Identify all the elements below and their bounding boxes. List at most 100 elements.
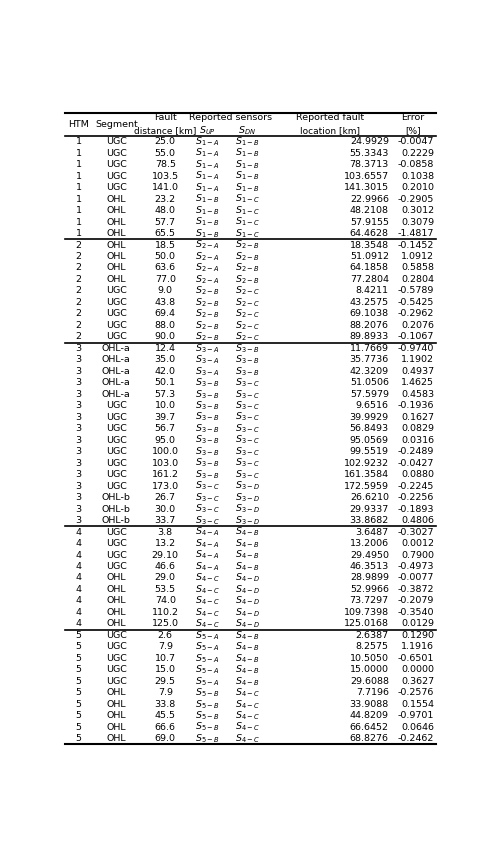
Text: 13.2: 13.2	[155, 539, 176, 548]
Text: 33.9088: 33.9088	[349, 700, 389, 709]
Text: $S_{2-A}$: $S_{2-A}$	[195, 251, 220, 262]
Text: $S_{2-B}$: $S_{2-B}$	[235, 251, 260, 262]
Text: 5: 5	[76, 734, 82, 744]
Text: 2: 2	[76, 263, 82, 273]
Text: 78.5: 78.5	[155, 160, 176, 169]
Text: $S_{4-B}$: $S_{4-B}$	[235, 538, 260, 549]
Text: 42.3209: 42.3209	[350, 367, 389, 376]
Text: $S_{1-A}$: $S_{1-A}$	[195, 181, 220, 194]
Text: 8.2575: 8.2575	[356, 642, 389, 652]
Text: 3: 3	[76, 493, 82, 502]
Text: UGC: UGC	[106, 447, 127, 457]
Text: UGC: UGC	[106, 528, 127, 537]
Text: 57.7: 57.7	[155, 218, 176, 226]
Text: 35.7736: 35.7736	[349, 355, 389, 365]
Text: $S_{4-C}$: $S_{4-C}$	[235, 721, 260, 733]
Text: UGC: UGC	[106, 286, 127, 295]
Text: $S_{1-A}$: $S_{1-A}$	[195, 170, 220, 182]
Text: $S_{5-B}$: $S_{5-B}$	[195, 698, 220, 711]
Text: $S_{2-C}$: $S_{2-C}$	[235, 284, 260, 297]
Text: OHL: OHL	[106, 689, 126, 697]
Text: 50.1: 50.1	[155, 378, 176, 387]
Text: -0.1936: -0.1936	[398, 401, 434, 410]
Text: UGC: UGC	[106, 171, 127, 181]
Text: UGC: UGC	[106, 642, 127, 652]
Text: UGC: UGC	[106, 550, 127, 560]
Text: $S_{4-C}$: $S_{4-C}$	[235, 710, 260, 722]
Text: $S_{2-A}$: $S_{2-A}$	[195, 239, 220, 252]
Text: 77.0: 77.0	[155, 275, 176, 284]
Text: 2: 2	[76, 286, 82, 295]
Text: 68.8276: 68.8276	[350, 734, 389, 744]
Text: 4: 4	[76, 528, 82, 537]
Text: -0.3027: -0.3027	[398, 528, 434, 537]
Text: $S_{1-B}$: $S_{1-B}$	[235, 181, 260, 194]
Text: 29.0: 29.0	[155, 573, 176, 582]
Text: 5: 5	[76, 689, 82, 697]
Text: -0.9701: -0.9701	[398, 711, 434, 720]
Text: 18.5: 18.5	[155, 241, 176, 250]
Text: 65.5: 65.5	[155, 229, 176, 238]
Text: 0.0012: 0.0012	[401, 539, 434, 548]
Text: $S_{3-B}$: $S_{3-B}$	[195, 446, 220, 458]
Text: 2: 2	[76, 241, 82, 250]
Text: 1.1916: 1.1916	[401, 642, 434, 652]
Text: 2.6: 2.6	[158, 631, 173, 640]
Text: 3: 3	[76, 505, 82, 514]
Text: $S_{1-C}$: $S_{1-C}$	[235, 204, 260, 217]
Text: 1.0912: 1.0912	[401, 252, 434, 261]
Text: 3: 3	[76, 401, 82, 410]
Text: OHL: OHL	[106, 700, 126, 709]
Text: $S_{4-B}$: $S_{4-B}$	[235, 549, 260, 561]
Text: 5: 5	[76, 654, 82, 663]
Text: $S_{3-C}$: $S_{3-C}$	[235, 411, 260, 424]
Text: $S_{1-A}$: $S_{1-A}$	[195, 147, 220, 160]
Text: 7.9: 7.9	[158, 642, 173, 652]
Text: 90.0: 90.0	[155, 333, 176, 341]
Text: 4: 4	[76, 573, 82, 582]
Text: $S_{5-A}$: $S_{5-A}$	[195, 641, 220, 653]
Text: $S_{4-D}$: $S_{4-D}$	[235, 571, 260, 584]
Text: $S_{4-C}$: $S_{4-C}$	[195, 606, 220, 619]
Text: $S_{4-C}$: $S_{4-C}$	[235, 686, 260, 699]
Text: OHL: OHL	[106, 206, 126, 215]
Text: $S_{3-C}$: $S_{3-C}$	[235, 376, 260, 389]
Text: 69.4: 69.4	[155, 310, 176, 318]
Text: 26.7: 26.7	[155, 493, 176, 502]
Text: $S_{4-C}$: $S_{4-C}$	[195, 595, 220, 607]
Text: 3: 3	[76, 436, 82, 445]
Text: 69.0: 69.0	[155, 734, 176, 744]
Text: 35.0: 35.0	[155, 355, 176, 365]
Text: HTM: HTM	[68, 120, 89, 129]
Text: 7.9: 7.9	[158, 689, 173, 697]
Text: UGC: UGC	[106, 436, 127, 445]
Text: -1.4817: -1.4817	[398, 229, 434, 238]
Text: $S_{1-B}$: $S_{1-B}$	[195, 192, 220, 205]
Text: 55.3343: 55.3343	[349, 149, 389, 158]
Text: 8.4211: 8.4211	[356, 286, 389, 295]
Text: $S_{5-B}$: $S_{5-B}$	[195, 686, 220, 699]
Text: 23.2: 23.2	[155, 195, 176, 203]
Text: 125.0: 125.0	[152, 619, 179, 629]
Text: $S_{2-C}$: $S_{2-C}$	[235, 319, 260, 332]
Text: OHL: OHL	[106, 252, 126, 261]
Text: 56.7: 56.7	[155, 425, 176, 433]
Text: OHL: OHL	[106, 597, 126, 605]
Text: 10.7: 10.7	[155, 654, 176, 663]
Text: 4: 4	[76, 539, 82, 548]
Text: $S_{1-B}$: $S_{1-B}$	[235, 135, 260, 148]
Text: $S_{1-B}$: $S_{1-B}$	[235, 159, 260, 170]
Text: 3: 3	[76, 425, 82, 433]
Text: 43.2575: 43.2575	[350, 298, 389, 307]
Text: 29.4950: 29.4950	[350, 550, 389, 560]
Text: Error: Error	[401, 113, 425, 122]
Text: 2: 2	[76, 252, 82, 261]
Text: $S_{2-A}$: $S_{2-A}$	[195, 273, 220, 286]
Text: 0.0880: 0.0880	[401, 470, 434, 479]
Text: $S_{2-C}$: $S_{2-C}$	[235, 296, 260, 309]
Text: UGC: UGC	[106, 321, 127, 330]
Text: 102.9232: 102.9232	[344, 458, 389, 468]
Text: UGC: UGC	[106, 631, 127, 640]
Text: 63.6: 63.6	[155, 263, 176, 273]
Text: UGC: UGC	[106, 654, 127, 663]
